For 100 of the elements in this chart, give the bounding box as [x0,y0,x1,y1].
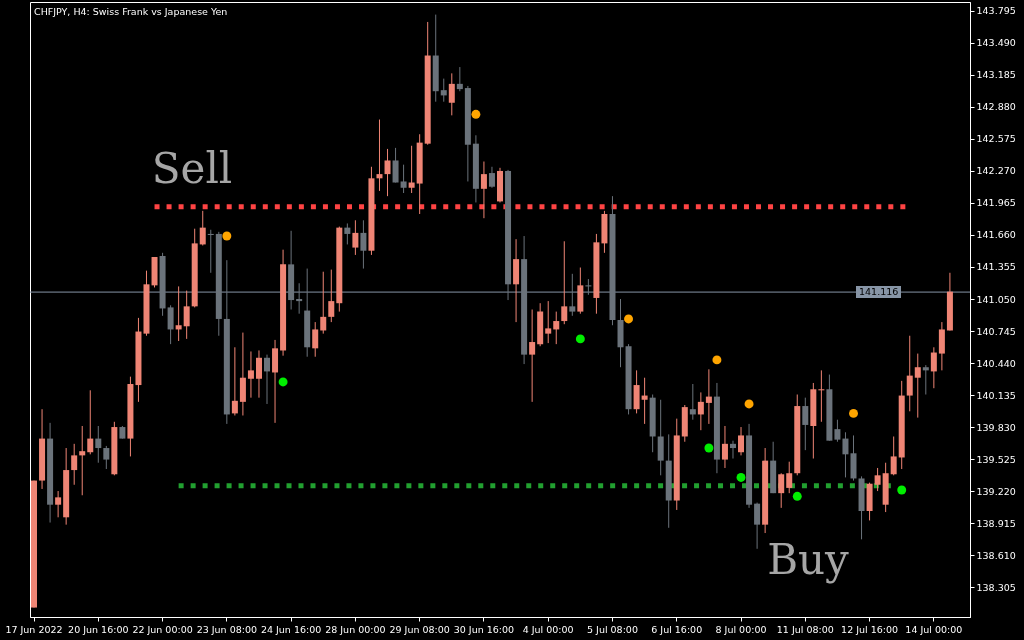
candlestick [175,285,182,342]
point [624,314,634,324]
candlestick [689,383,696,421]
candlestick [697,391,704,431]
candlestick [480,161,487,219]
candlestick [802,397,809,451]
x-tick-label: 29 Jun 08:00 [389,623,450,635]
y-tick-label: 138.305 [976,581,1016,593]
candlestick [320,271,327,335]
candlestick [103,445,110,470]
y-tick-label: 139.525 [976,453,1016,465]
x-tick-label: 14 Jul 00:00 [905,623,963,635]
candlestick [778,472,785,509]
y-tick-label: 141.355 [976,261,1016,273]
point [897,485,907,495]
candlestick [842,431,849,478]
candlestick [553,311,560,345]
y-tick-label: 143.490 [976,37,1016,49]
y-tick-label: 142.880 [976,101,1016,113]
x-tick-label: 11 Jul 08:00 [776,623,834,635]
y-tick-label: 140.135 [976,389,1016,401]
candlestick [360,219,367,270]
candlestick [721,425,728,469]
x-tick-label: 4 Jul 00:00 [522,623,574,635]
candlestick [705,368,712,425]
y-tick-label: 140.745 [976,325,1016,337]
x-tick-label: 23 Jun 08:00 [196,623,258,635]
y-tick-label: 140.440 [976,357,1016,369]
y-tick-label: 138.915 [976,517,1016,529]
x-tick-label: 8 Jul 00:00 [715,623,767,635]
x-tick-label: 6 Jul 16:00 [651,623,703,635]
candlestick [328,269,335,323]
y-tick-label: 141.660 [976,229,1016,241]
x-tick-label: 28 Jun 00:00 [325,623,386,635]
annotation: Buy [767,535,850,584]
candlestick [890,435,897,476]
point [849,408,858,418]
y-tick-label: 141.050 [976,293,1016,305]
candlestick [400,164,407,194]
point [222,231,232,241]
candlestick [376,119,383,192]
ref-line-label: 141.116 [859,286,899,298]
candlestick [569,273,576,317]
candlestick [296,282,303,315]
candlestick [738,426,745,456]
y-tick-label: 139.220 [976,485,1016,497]
candlestick [729,440,736,460]
candlestick [207,229,214,274]
candlestick [754,502,761,550]
annotation: Sell [151,144,233,193]
point [744,399,754,409]
candlestick [818,369,825,423]
candlestick [906,335,913,412]
candlestick [79,425,86,496]
point [736,472,746,482]
x-tick-label: 5 Jul 08:00 [587,623,638,635]
candlestick [914,353,921,419]
candlestick [247,350,254,399]
point [278,377,288,387]
point [792,491,802,501]
candlestick [561,240,568,325]
candlestick [448,72,455,116]
candlestick [199,210,206,246]
x-tick-label: 12 Jul 16:00 [841,623,899,635]
candlestick [344,222,351,245]
candlestick [231,346,238,416]
candlestick [255,349,262,399]
point [712,355,722,365]
candlestick [87,389,94,455]
candlestick [167,304,174,345]
candlestick [440,78,447,103]
candlestick [384,148,391,197]
x-tick-label: 17 Jun 2022 [5,623,63,635]
y-tick-label: 142.575 [976,133,1016,145]
candlestick [392,147,399,184]
candlestick [183,290,190,340]
candlestick [529,309,536,403]
chart-title: CHFJPY, H4: Swiss Frank vs Japanese Yen [34,6,228,17]
candlestick [930,346,937,389]
point [575,334,585,344]
y-tick-label: 139.830 [976,421,1016,433]
candlestick [456,66,463,92]
x-tick-label: 20 Jun 16:00 [68,623,129,635]
x-tick-label: 22 Jun 00:00 [132,623,193,635]
point [704,443,714,453]
candlestick [95,425,102,464]
y-tick-label: 143.185 [976,69,1016,81]
point [471,109,481,119]
y-tick-label: 141.965 [976,197,1016,209]
candlestick [874,467,881,492]
y-tick-label: 143.795 [976,5,1016,17]
candlestick [786,461,793,494]
candlestick [922,364,929,396]
candlestick [71,443,78,486]
x-tick-label: 30 Jun 16:00 [453,623,515,635]
candlestick [408,145,415,194]
candlestick [488,166,495,189]
candlestick [834,419,841,443]
candlestick [352,219,359,256]
candlestick [545,300,552,344]
